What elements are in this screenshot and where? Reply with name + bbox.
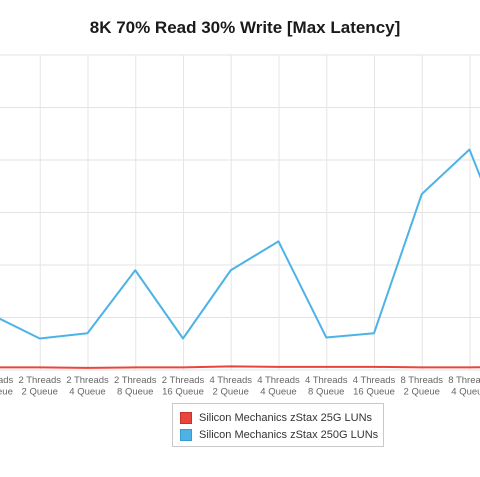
data-point[interactable] xyxy=(181,337,185,341)
legend-label-25g: Silicon Mechanics zStax 25G LUNs xyxy=(199,411,373,424)
data-point[interactable] xyxy=(420,192,424,196)
data-point[interactable] xyxy=(372,365,376,369)
data-point[interactable] xyxy=(324,335,328,339)
chart-legend: Silicon Mechanics zStax 25G LUNs Silicon… xyxy=(172,403,384,447)
chart-title: 8K 70% Read 30% Write [Max Latency] xyxy=(89,18,401,37)
data-point[interactable] xyxy=(229,364,233,368)
data-point[interactable] xyxy=(229,268,233,272)
data-point[interactable] xyxy=(324,365,328,369)
x-tick-label: 4 Threads 8 Queue xyxy=(305,375,348,398)
data-point[interactable] xyxy=(277,365,281,369)
vertical-gridlines xyxy=(39,55,471,370)
series-line-0[interactable] xyxy=(0,365,480,369)
legend-swatch-250g xyxy=(180,428,192,441)
data-point[interactable] xyxy=(133,268,137,272)
series-line-1[interactable] xyxy=(0,148,480,340)
series-lines xyxy=(0,148,480,370)
x-tick-label: 8 Threads 2 Queue xyxy=(400,375,443,398)
x-tick-label: 2 Threads 16 Queue xyxy=(162,375,205,398)
data-point[interactable] xyxy=(38,337,42,341)
legend-item-25g[interactable]: Silicon Mechanics zStax 25G LUNs xyxy=(180,409,383,426)
data-point[interactable] xyxy=(86,331,90,335)
legend-swatch-25g xyxy=(180,411,192,424)
x-tick-label: 4 Threads 4 Queue xyxy=(257,375,300,398)
data-point[interactable] xyxy=(468,365,472,369)
horizontal-gridlines xyxy=(0,54,480,371)
data-point[interactable] xyxy=(420,365,424,369)
data-point[interactable] xyxy=(86,366,90,370)
x-tick-label: 2 Threads 4 Queue xyxy=(66,375,109,398)
data-point[interactable] xyxy=(277,239,281,243)
data-point[interactable] xyxy=(468,148,472,152)
x-tick-label: 2 Threads 8 Queue xyxy=(114,375,157,398)
data-point[interactable] xyxy=(38,365,42,369)
x-tick-label: 2 Threads 2 Queue xyxy=(18,375,61,398)
data-point[interactable] xyxy=(181,365,185,369)
x-tick-label: 4 Threads 2 Queue xyxy=(209,375,252,398)
x-tick-label: 4 Threads 16 Queue xyxy=(353,375,396,398)
legend-label-250g: Silicon Mechanics zStax 250G LUNs xyxy=(199,428,379,441)
legend-item-250g[interactable]: Silicon Mechanics zStax 250G LUNs xyxy=(180,426,383,443)
data-point[interactable] xyxy=(372,331,376,335)
data-point[interactable] xyxy=(133,365,137,369)
